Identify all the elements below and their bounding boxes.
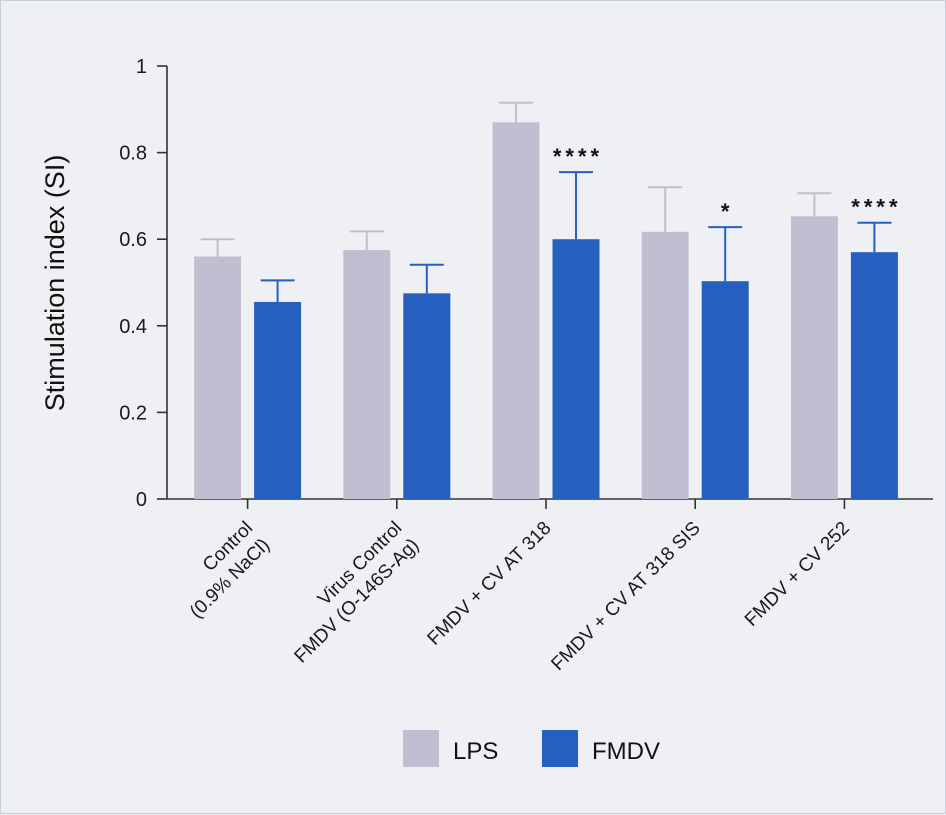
bar-fmdv — [552, 239, 600, 499]
category-label-group: FMDV + CV AT 318 SIS — [547, 518, 704, 675]
y-tick-label: 1 — [136, 56, 147, 78]
category-label: FMDV + CV 252 — [741, 518, 854, 631]
y-tick-label: 0.8 — [119, 143, 147, 165]
significance-marker: **** — [851, 195, 901, 220]
category-label-group: Control(0.9% NaCl) — [186, 518, 274, 623]
legend-swatch-lps — [403, 730, 439, 767]
legend-swatch-fmdv — [542, 730, 578, 767]
bar-fmdv — [850, 252, 898, 499]
y-axis-label: Stimulation index (SI) — [40, 155, 70, 412]
bar-lps — [343, 250, 391, 499]
bar-lps — [790, 216, 838, 499]
category-label: FMDV + CV AT 318 SIS — [547, 518, 704, 675]
bar-fmdv — [254, 301, 302, 499]
bar-lps — [641, 231, 689, 500]
legend-label: FMDV — [592, 738, 660, 765]
category-label: FMDV + CV AT 318 — [424, 518, 556, 650]
legend: LPS FMDV — [403, 730, 660, 767]
bar-fmdv — [403, 293, 451, 499]
bars: ***** **** — [194, 101, 901, 500]
bar-lps — [194, 256, 242, 499]
y-tick-label: 0.6 — [119, 229, 147, 251]
bar-lps — [492, 122, 540, 499]
category-label-group: FMDV + CV AT 318 — [424, 518, 556, 650]
legend-label: LPS — [453, 738, 498, 765]
y-tick-label: 0.2 — [119, 402, 147, 424]
significance-marker: **** — [553, 144, 603, 169]
y-tick-label: 0.4 — [119, 316, 147, 338]
category-label-group: FMDV + CV 252 — [741, 518, 854, 631]
y-tick-label: 0 — [136, 489, 147, 511]
significance-marker: * — [721, 199, 734, 224]
bar-fmdv — [701, 281, 749, 499]
